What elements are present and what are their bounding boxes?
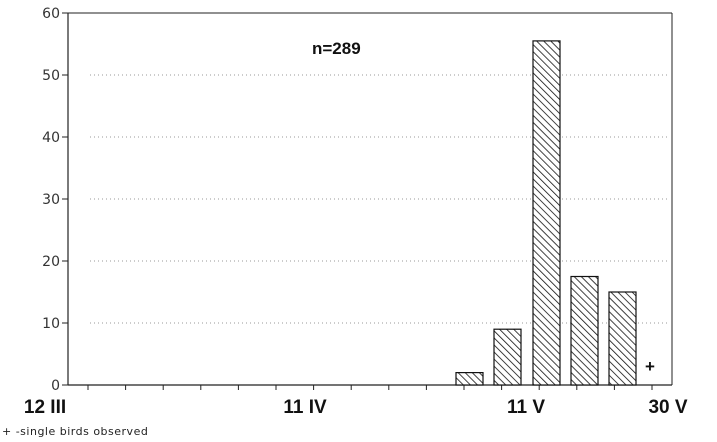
- y-tick-label: 30: [42, 192, 60, 208]
- bar: [608, 291, 637, 386]
- bar: [493, 328, 522, 386]
- y-tick-label: 40: [42, 130, 60, 146]
- single-bird-marker: +: [645, 357, 655, 376]
- footnote: + -single birds observed: [2, 425, 149, 438]
- x-date-label: 12 III: [24, 397, 66, 418]
- bar: [570, 275, 599, 386]
- y-tick-label: 10: [42, 316, 60, 332]
- x-date-label: 11 V: [507, 397, 545, 418]
- x-date-label: 30 V: [648, 397, 687, 418]
- labels: 0 10 20 30 40 50 60 12 III 11 IV 11 V 30 V: [24, 6, 688, 418]
- y-tick-label: 0: [51, 378, 60, 394]
- sample-size-annotation: n=289: [312, 39, 361, 58]
- y-tick-label: 50: [42, 68, 60, 84]
- y-tick-label: 20: [42, 254, 60, 270]
- bar: [455, 372, 484, 386]
- bar: [532, 40, 561, 386]
- bars: [455, 40, 637, 386]
- gridlines: [90, 74, 670, 324]
- x-date-label: 11 IV: [283, 397, 327, 418]
- y-tick-label: 60: [42, 6, 60, 22]
